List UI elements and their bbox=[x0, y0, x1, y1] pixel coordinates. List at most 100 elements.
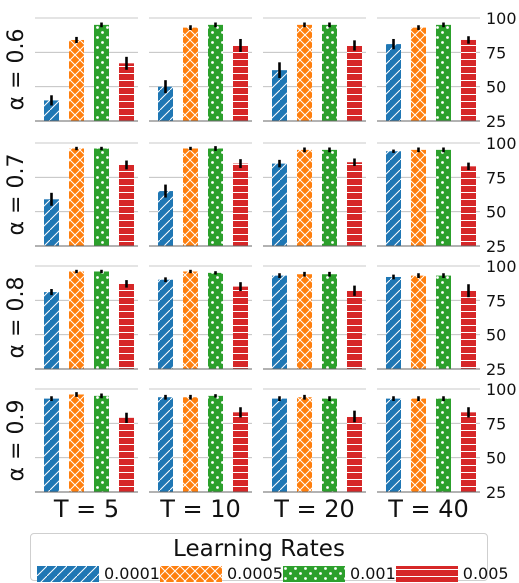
bar-0.005 bbox=[461, 291, 476, 369]
y-tick-label: 75 bbox=[486, 414, 506, 433]
bar-0.0005 bbox=[411, 276, 426, 369]
bar-0.0005 bbox=[183, 148, 198, 246]
bar-0.0005 bbox=[69, 40, 84, 121]
bar-0.001 bbox=[208, 273, 223, 369]
legend-label: 0.001 bbox=[350, 564, 396, 583]
bar-0.0005 bbox=[183, 397, 198, 492]
bar-0.0005 bbox=[69, 271, 84, 369]
legend-item-0.005: 0.005 bbox=[396, 564, 509, 583]
panel bbox=[35, 266, 138, 369]
legend-items: 0.0001 0.0005 0.001 0.005 bbox=[37, 564, 483, 583]
bar-0.0001 bbox=[386, 44, 401, 121]
chart-figure: α = 0.6 25 50 75 100 α = 0.7 25 50 75 100 α = 0.8 2… bbox=[0, 0, 519, 532]
y-tick-label: 50 bbox=[486, 78, 506, 97]
panel bbox=[263, 143, 366, 246]
panel bbox=[263, 266, 366, 369]
bar-0.005 bbox=[461, 412, 476, 492]
bar-0.005 bbox=[233, 287, 248, 369]
bar-0.001 bbox=[436, 25, 451, 121]
bar-0.005 bbox=[119, 418, 134, 492]
col-label: T = 5 bbox=[53, 495, 119, 523]
legend-swatch-0.005 bbox=[396, 566, 458, 582]
legend: Learning Rates 0.0001 0.0005 0.001 0.005 bbox=[30, 533, 488, 581]
y-tick-label: 50 bbox=[486, 203, 506, 222]
panel bbox=[149, 143, 252, 246]
panel bbox=[149, 266, 252, 369]
bar-0.0005 bbox=[69, 394, 84, 492]
panel bbox=[377, 266, 480, 369]
bar-0.0005 bbox=[183, 28, 198, 121]
bar-0.001 bbox=[322, 150, 337, 246]
row-label: α = 0.7 bbox=[4, 154, 29, 236]
panel bbox=[35, 18, 138, 121]
bar-0.0005 bbox=[297, 150, 312, 246]
bar-0.0001 bbox=[44, 199, 59, 246]
bar-0.0005 bbox=[411, 399, 426, 492]
bar-0.001 bbox=[436, 150, 451, 246]
bar-0.001 bbox=[94, 25, 109, 121]
y-tick-label: 100 bbox=[486, 134, 517, 153]
bar-0.005 bbox=[119, 165, 134, 246]
legend-swatch-0.0005 bbox=[160, 566, 222, 582]
y-tick-label: 25 bbox=[486, 483, 506, 502]
col-label: T = 10 bbox=[159, 495, 241, 523]
legend-swatch-fill bbox=[37, 566, 99, 582]
bar-0.005 bbox=[347, 291, 362, 369]
bar-0.005 bbox=[347, 45, 362, 121]
panel bbox=[149, 18, 252, 121]
legend-swatch-fill bbox=[283, 566, 345, 582]
bar-0.0001 bbox=[272, 276, 287, 369]
legend-title: Learning Rates bbox=[31, 536, 487, 562]
bar-0.0001 bbox=[44, 399, 59, 492]
bar-0.0005 bbox=[297, 25, 312, 121]
bar-0.001 bbox=[208, 148, 223, 246]
bar-0.0001 bbox=[158, 280, 173, 369]
legend-item-0.001: 0.001 bbox=[283, 564, 396, 583]
bar-0.001 bbox=[94, 271, 109, 369]
legend-label: 0.0005 bbox=[227, 564, 283, 583]
bar-0.005 bbox=[119, 63, 134, 121]
bar-0.001 bbox=[436, 399, 451, 492]
bar-0.001 bbox=[94, 396, 109, 492]
legend-swatch-0.001 bbox=[283, 566, 345, 582]
panel bbox=[377, 389, 480, 492]
bar-0.001 bbox=[322, 274, 337, 369]
bar-0.0001 bbox=[386, 151, 401, 246]
legend-item-0.0001: 0.0001 bbox=[37, 564, 160, 583]
bar-0.0005 bbox=[183, 271, 198, 369]
panel bbox=[377, 143, 480, 246]
panel bbox=[263, 18, 366, 121]
y-tick-label: 100 bbox=[486, 380, 517, 399]
y-tick-label: 75 bbox=[486, 168, 506, 187]
bar-0.001 bbox=[208, 396, 223, 492]
panel bbox=[263, 389, 366, 492]
bar-0.0001 bbox=[44, 292, 59, 369]
y-tick-label: 100 bbox=[486, 9, 517, 28]
bar-0.0001 bbox=[272, 399, 287, 492]
bar-0.0005 bbox=[297, 397, 312, 492]
legend-swatch-fill bbox=[396, 566, 458, 582]
row-label: α = 0.8 bbox=[4, 277, 29, 359]
y-tick-label: 25 bbox=[486, 237, 506, 256]
bar-0.005 bbox=[461, 166, 476, 246]
bar-0.0005 bbox=[69, 148, 84, 246]
row-label: α = 0.9 bbox=[4, 400, 29, 482]
bar-0.001 bbox=[208, 25, 223, 121]
y-tick-label: 100 bbox=[486, 257, 517, 276]
bar-0.001 bbox=[94, 148, 109, 246]
bar-0.005 bbox=[461, 40, 476, 121]
bar-0.0005 bbox=[411, 28, 426, 121]
y-tick-label: 75 bbox=[486, 43, 506, 62]
panel bbox=[35, 389, 138, 492]
legend-swatch-fill bbox=[160, 566, 222, 582]
bar-0.005 bbox=[119, 284, 134, 369]
bar-0.0001 bbox=[272, 164, 287, 246]
bar-0.001 bbox=[436, 276, 451, 369]
row-label: α = 0.6 bbox=[4, 29, 29, 111]
bar-0.0001 bbox=[386, 277, 401, 369]
bar-0.005 bbox=[233, 164, 248, 246]
panel bbox=[35, 143, 138, 246]
y-tick-label: 25 bbox=[486, 360, 506, 379]
y-tick-label: 25 bbox=[486, 112, 506, 131]
bar-0.001 bbox=[322, 399, 337, 492]
